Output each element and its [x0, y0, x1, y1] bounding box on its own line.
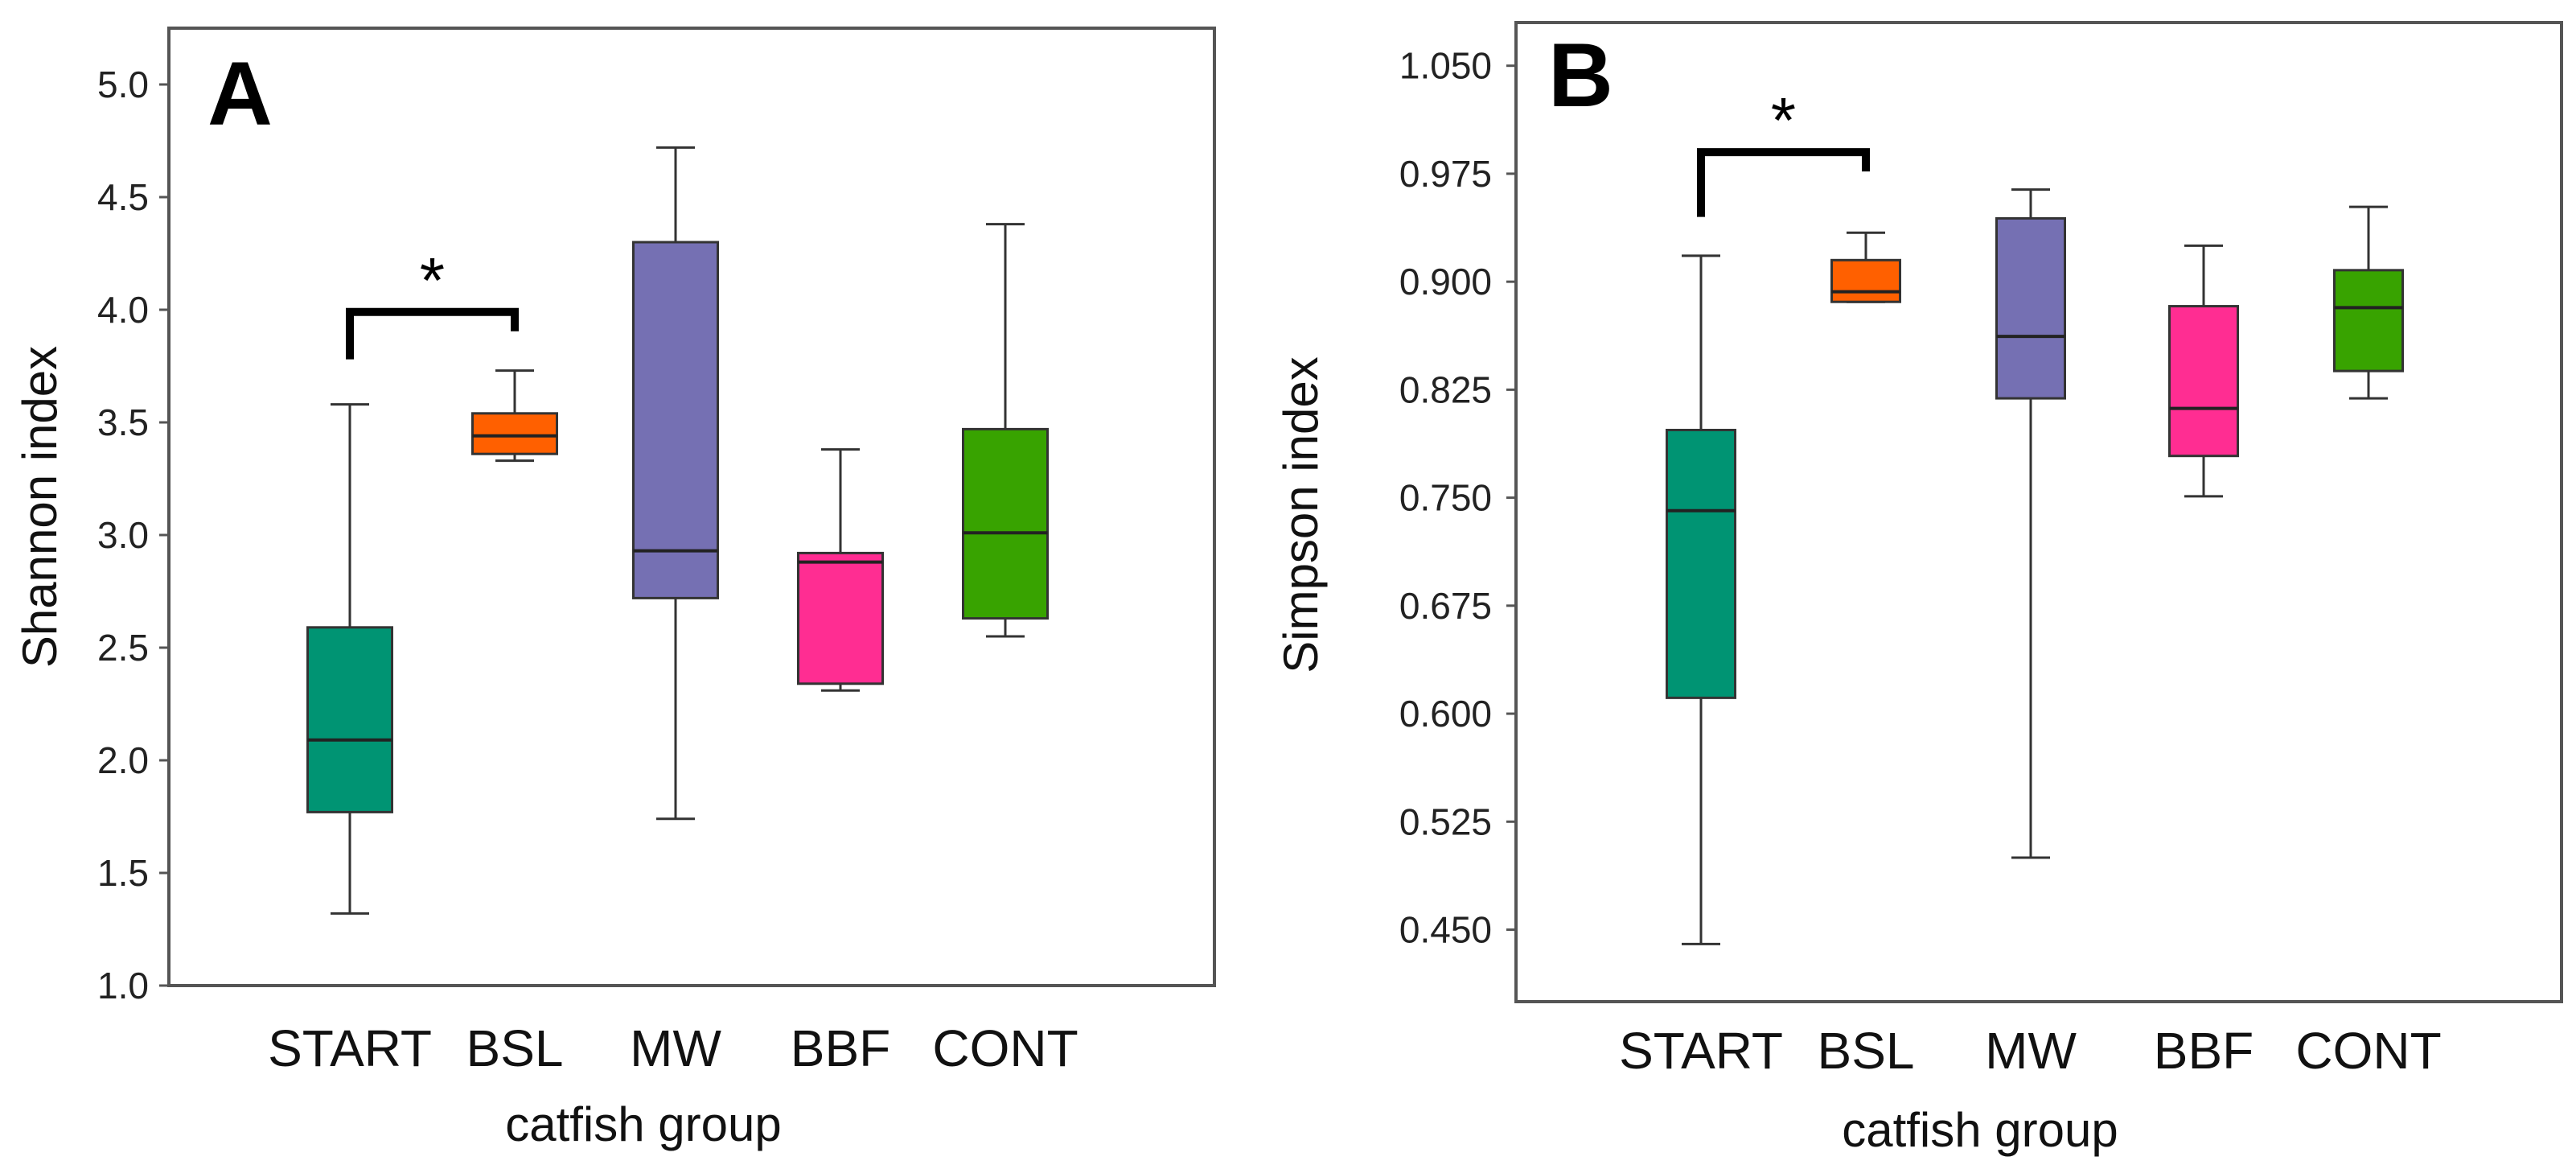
panel-a: A 1.0 1.5 2.0 2.5 3.0 3.5 4.0 4.5 5.0 * Shannon … [13, 27, 1216, 1151]
panel-label: A [207, 43, 273, 144]
box-mw [1995, 188, 2066, 859]
box-bsl [1830, 231, 1901, 303]
box-series [1666, 188, 2404, 945]
iqr-box [2168, 305, 2239, 458]
y-axis: 0.450 0.525 0.600 0.675 0.750 0.825 0.900 0.975… [1399, 45, 1516, 951]
y-tick-label: 0.450 [1399, 909, 1492, 951]
box-series [306, 146, 1049, 915]
iqr-box [471, 412, 558, 455]
x-axis-title: catfish group [1842, 1103, 2118, 1157]
box-cont [2333, 205, 2404, 400]
y-axis: 1.0 1.5 2.0 2.5 3.0 3.5 4.0 4.5 5.0 [97, 64, 169, 1006]
significance-bracket: * [346, 245, 519, 360]
y-tick-label: 2.5 [97, 627, 149, 669]
y-tick-label: 1.0 [97, 965, 149, 1006]
category-label: CONT [932, 1019, 1078, 1077]
box-mw [632, 146, 719, 821]
box-bbf [2168, 244, 2239, 498]
y-axis-title: Simpson index [1274, 356, 1328, 673]
y-tick-label: 0.900 [1399, 261, 1492, 303]
y-tick-label: 1.5 [97, 852, 149, 894]
box-bsl [471, 369, 558, 463]
iqr-box [306, 626, 393, 813]
significance-star: * [1771, 84, 1796, 156]
box-cont [962, 223, 1049, 638]
box-bbf [797, 448, 884, 692]
y-tick-label: 0.525 [1399, 801, 1492, 842]
category-label: BBF [791, 1019, 890, 1077]
category-label: BSL [1818, 1022, 1915, 1080]
y-tick-label: 0.750 [1399, 477, 1492, 519]
bracket-line [1697, 148, 1870, 217]
y-tick-label: 0.825 [1399, 368, 1492, 410]
category-label: BBF [2154, 1022, 2253, 1080]
y-tick-label: 4.5 [97, 176, 149, 218]
panel-label: B [1548, 25, 1613, 126]
iqr-box [1830, 258, 1901, 303]
bracket-line [346, 307, 519, 360]
category-label: BSL [466, 1019, 564, 1077]
significance-bracket: * [1697, 84, 1870, 217]
category-label: START [1619, 1022, 1783, 1080]
y-tick-label: 0.975 [1399, 153, 1492, 195]
category-label: START [268, 1019, 432, 1077]
iqr-box [2333, 269, 2404, 373]
category-label: MW [630, 1019, 721, 1077]
y-tick-label: 3.5 [97, 401, 149, 443]
y-tick-label: 1.050 [1399, 45, 1492, 87]
iqr-box [962, 427, 1049, 620]
y-tick-label: 3.0 [97, 514, 149, 556]
iqr-box [632, 241, 719, 599]
category-label: MW [1985, 1022, 2077, 1080]
category-label: CONT [2295, 1022, 2441, 1080]
x-axis-title: catfish group [505, 1097, 782, 1151]
panel-b: B 0.450 0.525 0.600 0.675 0.750 0.825 0.900 0.9… [1274, 21, 2563, 1157]
y-tick-label: 2.0 [97, 739, 149, 781]
iqr-box [797, 551, 884, 685]
box-start [306, 403, 393, 915]
iqr-box [1995, 216, 2066, 400]
significance-star: * [420, 245, 445, 316]
iqr-box [1666, 428, 1736, 699]
box-start [1666, 254, 1736, 945]
y-tick-label: 5.0 [97, 64, 149, 105]
y-tick-label: 4.0 [97, 289, 149, 331]
y-tick-label: 0.675 [1399, 585, 1492, 627]
y-axis-title: Shannon index [13, 346, 67, 668]
y-tick-label: 0.600 [1399, 693, 1492, 735]
